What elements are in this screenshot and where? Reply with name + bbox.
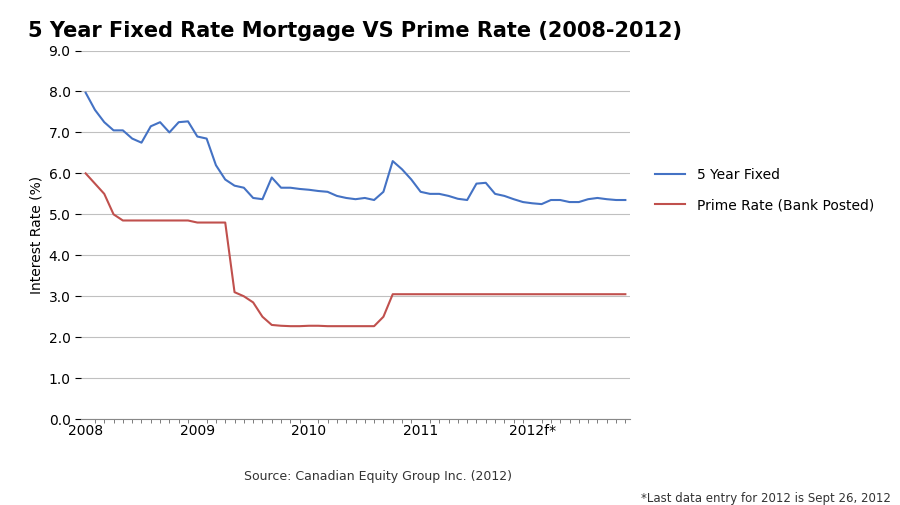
Legend: 5 Year Fixed, Prime Rate (Bank Posted): 5 Year Fixed, Prime Rate (Bank Posted) — [648, 161, 881, 219]
Y-axis label: Interest Rate (%): Interest Rate (%) — [29, 176, 43, 294]
Prime Rate (Bank Posted) — [136, 218, 147, 224]
Prime Rate (Bank Posted) — [620, 291, 631, 297]
Prime Rate (Bank Posted) — [285, 323, 296, 329]
5 Year Fixed — [620, 197, 631, 203]
Text: Source: Canadian Equity Group Inc. (2012): Source: Canadian Equity Group Inc. (2012… — [244, 470, 512, 483]
Prime Rate (Bank Posted) — [80, 170, 91, 176]
5 Year Fixed — [471, 181, 482, 187]
5 Year Fixed — [359, 195, 370, 201]
5 Year Fixed — [99, 119, 110, 125]
5 Year Fixed — [164, 129, 175, 135]
Prime Rate (Bank Posted) — [369, 323, 380, 329]
5 Year Fixed — [536, 201, 547, 207]
5 Year Fixed — [220, 177, 230, 183]
Prime Rate (Bank Posted) — [99, 191, 110, 197]
5 Year Fixed — [136, 140, 147, 146]
Title: 5 Year Fixed Rate Mortgage VS Prime Rate (2008-2012): 5 Year Fixed Rate Mortgage VS Prime Rate… — [29, 21, 682, 40]
Prime Rate (Bank Posted) — [164, 218, 175, 224]
Line: 5 Year Fixed: 5 Year Fixed — [86, 93, 626, 204]
Prime Rate (Bank Posted) — [220, 220, 230, 226]
5 Year Fixed — [80, 90, 91, 96]
Prime Rate (Bank Posted) — [481, 291, 491, 297]
Text: *Last data entry for 2012 is Sept 26, 2012: *Last data entry for 2012 is Sept 26, 20… — [641, 492, 891, 505]
Line: Prime Rate (Bank Posted): Prime Rate (Bank Posted) — [86, 173, 626, 326]
